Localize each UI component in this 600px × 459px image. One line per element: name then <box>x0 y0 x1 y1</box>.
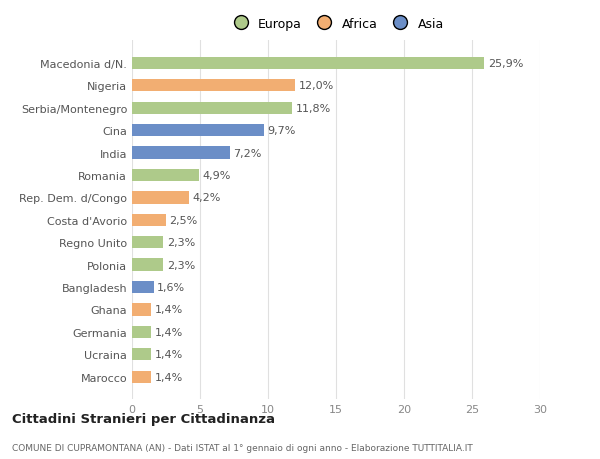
Text: 1,6%: 1,6% <box>157 282 185 292</box>
Bar <box>132 169 199 182</box>
Text: Cittadini Stranieri per Cittadinanza: Cittadini Stranieri per Cittadinanza <box>12 412 275 425</box>
Bar <box>132 371 151 383</box>
Text: 11,8%: 11,8% <box>296 103 331 113</box>
Bar <box>132 57 484 70</box>
Text: 25,9%: 25,9% <box>488 59 523 69</box>
Bar <box>132 192 189 204</box>
Bar <box>132 281 154 294</box>
Bar <box>132 259 163 271</box>
Text: 4,2%: 4,2% <box>193 193 221 203</box>
Bar <box>132 236 163 249</box>
Text: 1,4%: 1,4% <box>154 350 182 359</box>
Text: 2,3%: 2,3% <box>167 238 195 248</box>
Text: 2,3%: 2,3% <box>167 260 195 270</box>
Legend: Europa, Africa, Asia: Europa, Africa, Asia <box>226 15 446 34</box>
Bar <box>132 326 151 338</box>
Text: 1,4%: 1,4% <box>154 372 182 382</box>
Text: 1,4%: 1,4% <box>154 305 182 315</box>
Text: 1,4%: 1,4% <box>154 327 182 337</box>
Text: 7,2%: 7,2% <box>233 148 262 158</box>
Bar <box>132 214 166 226</box>
Bar <box>132 102 292 115</box>
Text: 4,9%: 4,9% <box>202 171 230 180</box>
Bar <box>132 348 151 361</box>
Text: 2,5%: 2,5% <box>169 215 197 225</box>
Text: 12,0%: 12,0% <box>299 81 334 91</box>
Bar <box>132 125 264 137</box>
Text: COMUNE DI CUPRAMONTANA (AN) - Dati ISTAT al 1° gennaio di ogni anno - Elaborazio: COMUNE DI CUPRAMONTANA (AN) - Dati ISTAT… <box>12 443 473 452</box>
Bar <box>132 147 230 159</box>
Text: 9,7%: 9,7% <box>268 126 296 136</box>
Bar <box>132 80 295 92</box>
Bar <box>132 304 151 316</box>
